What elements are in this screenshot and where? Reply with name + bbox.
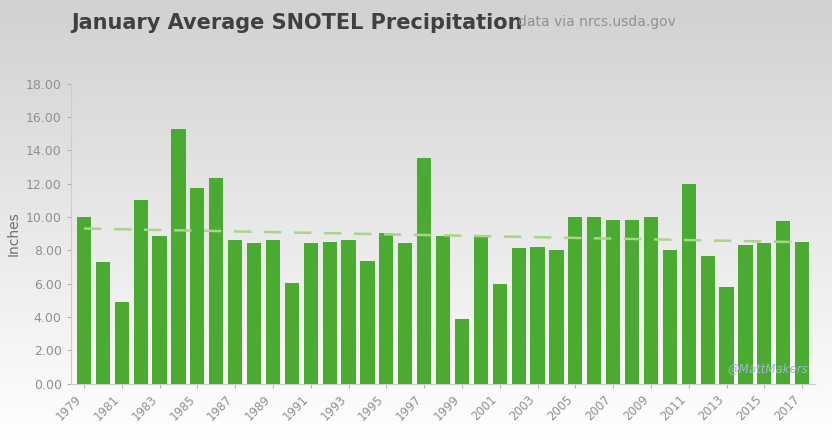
Bar [191,188,205,384]
Bar [209,178,223,384]
Bar [436,236,450,384]
Bar [776,221,790,384]
Text: January Average SNOTEL Precipitation: January Average SNOTEL Precipitation [71,13,522,33]
Bar [134,200,148,384]
Bar [228,239,242,384]
Bar [587,217,602,384]
Text: data via nrcs.usda.gov: data via nrcs.usda.gov [518,15,676,30]
Bar [512,248,526,384]
Bar [266,240,280,384]
Bar [171,129,186,384]
Bar [304,243,318,384]
Bar [493,284,507,384]
Bar [531,247,545,384]
Bar [96,262,110,384]
Bar [757,243,771,384]
Bar [644,217,658,384]
Bar [285,283,299,384]
Bar [399,243,413,384]
Bar [625,220,639,384]
Bar [795,242,810,384]
Bar [152,236,166,384]
Bar [379,233,394,384]
Bar [360,261,374,384]
Bar [115,302,129,384]
Bar [663,250,677,384]
Bar [417,158,431,384]
Bar [455,319,469,384]
Bar [323,242,337,384]
Bar [701,256,715,384]
Bar [568,217,582,384]
Bar [247,243,261,384]
Bar [341,240,355,384]
Bar [720,287,734,384]
Y-axis label: Inches: Inches [7,211,20,256]
Text: @MattMakers: @MattMakers [727,362,808,375]
Bar [738,245,752,384]
Bar [681,184,696,384]
Bar [606,220,620,384]
Bar [77,217,91,384]
Bar [549,250,563,384]
Bar [473,237,488,384]
